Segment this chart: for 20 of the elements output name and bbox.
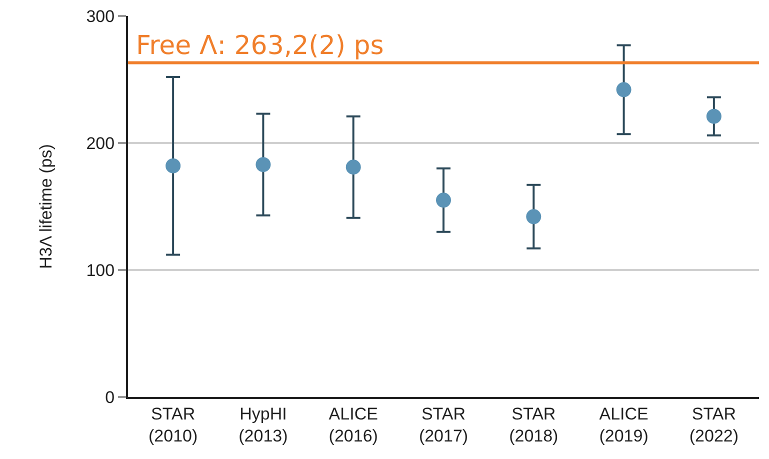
x-tick-label: STAR (2022) (689, 404, 738, 446)
y-tick-label: 100 (86, 260, 115, 280)
x-tick-label: STAR (2018) (509, 404, 558, 446)
ref-line-label: Free Λ: 263,2(2) ps (136, 31, 384, 61)
x-tick-label: STAR (2017) (418, 404, 468, 446)
point (436, 192, 451, 208)
point (166, 158, 181, 174)
point (526, 209, 542, 224)
point (706, 108, 722, 124)
y-tick-label: 0 (105, 388, 115, 407)
x-tick-label: STAR (2010) (148, 404, 198, 446)
x-tick-label: ALICE (2016) (328, 404, 378, 446)
x-tick-label: ALICE (2019) (599, 404, 648, 446)
y-tick-label: 200 (86, 134, 115, 153)
y-axis-title: H3Λ lifetime (ps) (36, 144, 56, 269)
point (616, 82, 632, 98)
point (346, 160, 361, 175)
y-tick-label: 300 (86, 6, 115, 26)
point (256, 157, 271, 172)
x-tick-label: HypHI (2013) (238, 404, 288, 446)
